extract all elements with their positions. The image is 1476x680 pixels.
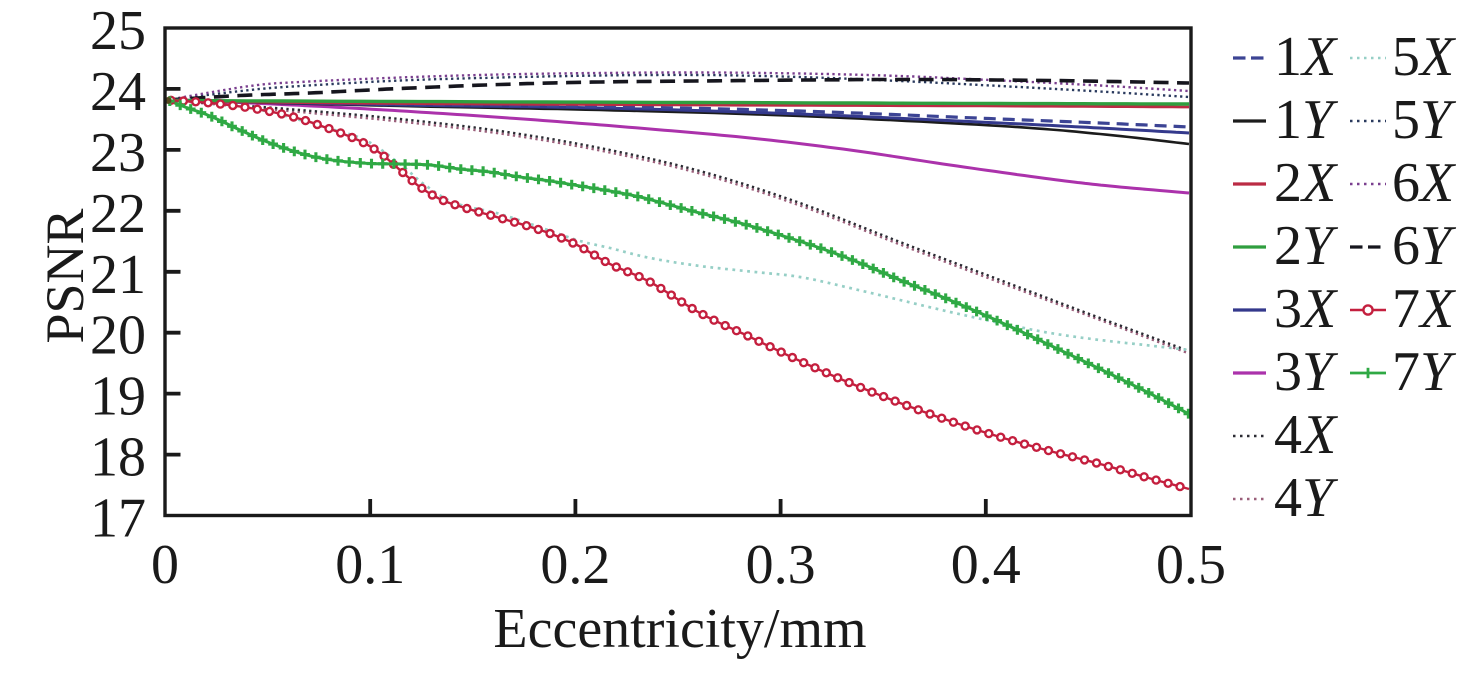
svg-text:17: 17 (90, 488, 146, 550)
svg-text:23: 23 (90, 122, 146, 184)
svg-text:22: 22 (90, 183, 146, 245)
svg-text:0.1: 0.1 (335, 534, 405, 596)
svg-text:4Y: 4Y (1274, 467, 1339, 529)
svg-text:0.3: 0.3 (746, 534, 816, 596)
svg-text:2X: 2X (1274, 152, 1339, 214)
svg-text:19: 19 (90, 366, 146, 428)
svg-text:6X: 6X (1392, 152, 1457, 214)
svg-text:0.5: 0.5 (1156, 534, 1226, 596)
svg-text:18: 18 (90, 427, 146, 489)
svg-text:5Y: 5Y (1392, 89, 1457, 151)
svg-text:7Y: 7Y (1392, 341, 1457, 403)
svg-text:PSNR: PSNR (35, 208, 95, 343)
svg-text:2Y: 2Y (1274, 215, 1339, 277)
svg-text:5X: 5X (1392, 26, 1457, 88)
svg-text:24: 24 (90, 61, 146, 123)
svg-text:0.4: 0.4 (951, 534, 1021, 596)
svg-text:25: 25 (90, 0, 146, 62)
svg-text:6Y: 6Y (1392, 215, 1457, 277)
svg-text:21: 21 (90, 244, 146, 306)
svg-text:3Y: 3Y (1274, 341, 1339, 403)
svg-text:1Y: 1Y (1274, 89, 1339, 151)
svg-text:3X: 3X (1274, 278, 1339, 340)
svg-text:7X: 7X (1392, 278, 1457, 340)
svg-text:0.2: 0.2 (540, 534, 610, 596)
svg-text:1X: 1X (1274, 26, 1339, 88)
svg-text:0: 0 (151, 534, 179, 596)
svg-text:20: 20 (90, 305, 146, 367)
svg-text:Eccentricity/mm: Eccentricity/mm (493, 598, 866, 660)
svg-text:4X: 4X (1274, 404, 1339, 466)
